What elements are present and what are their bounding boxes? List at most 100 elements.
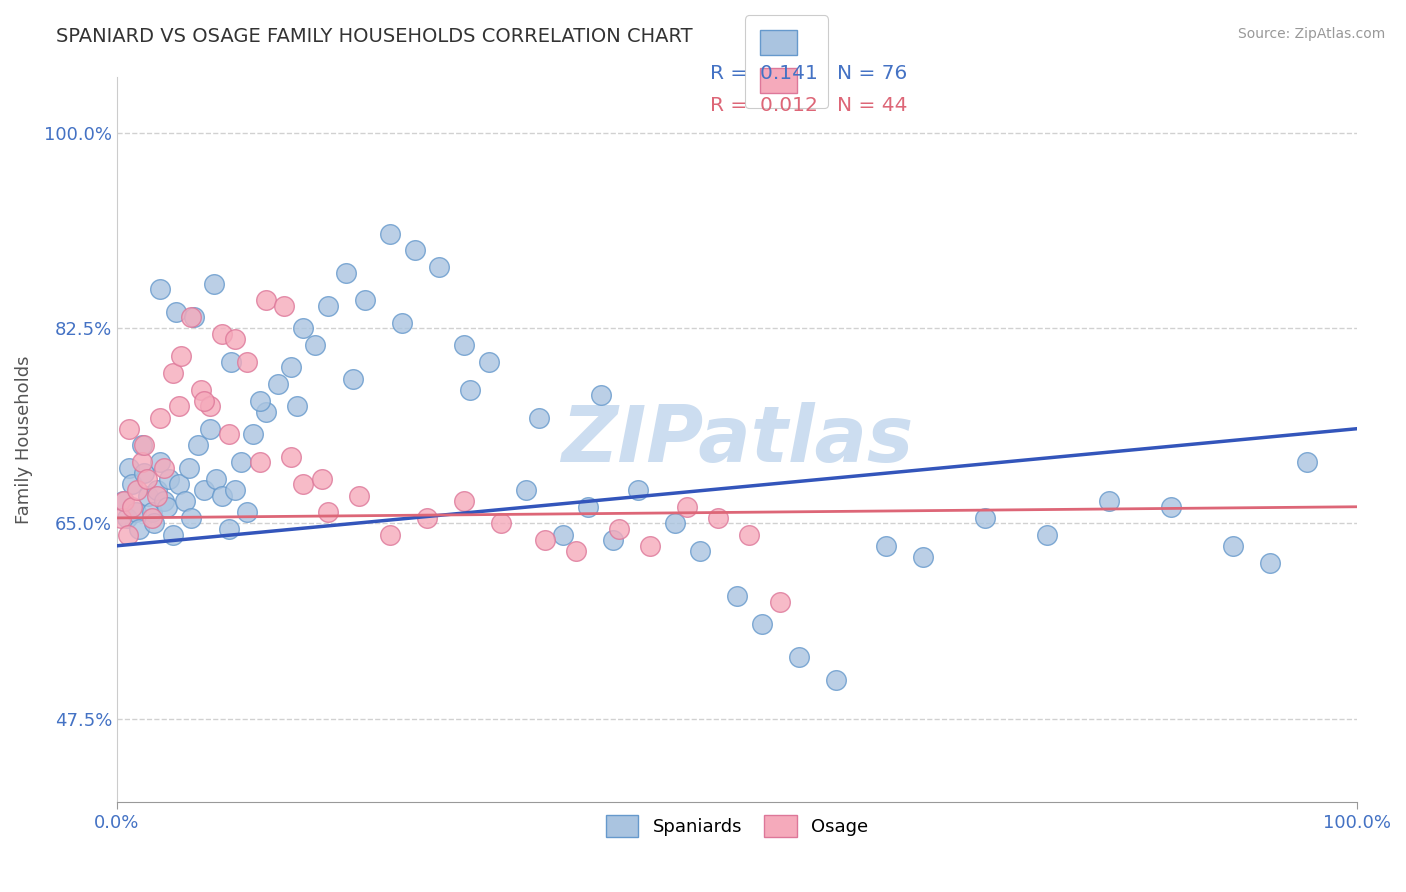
Point bbox=[180, 511, 202, 525]
Y-axis label: Family Households: Family Households bbox=[15, 356, 32, 524]
Point bbox=[533, 533, 555, 548]
Point bbox=[576, 500, 599, 514]
Point bbox=[453, 494, 475, 508]
Point bbox=[342, 371, 364, 385]
Point bbox=[211, 326, 233, 341]
Point bbox=[627, 483, 650, 497]
Point bbox=[347, 489, 370, 503]
Point bbox=[515, 483, 537, 497]
Point bbox=[429, 260, 451, 274]
Point bbox=[224, 483, 246, 497]
Point bbox=[1222, 539, 1244, 553]
Point bbox=[118, 422, 141, 436]
Point bbox=[242, 427, 264, 442]
Point bbox=[689, 544, 711, 558]
Point bbox=[553, 527, 575, 541]
Point bbox=[254, 293, 277, 308]
Point bbox=[974, 511, 997, 525]
Point bbox=[174, 494, 197, 508]
Point bbox=[110, 511, 132, 525]
Point bbox=[211, 489, 233, 503]
Point bbox=[589, 388, 612, 402]
Point bbox=[725, 589, 748, 603]
Point bbox=[707, 511, 730, 525]
Point bbox=[117, 527, 139, 541]
Point bbox=[1296, 455, 1319, 469]
Point bbox=[825, 673, 848, 687]
Point bbox=[115, 511, 138, 525]
Point bbox=[378, 227, 401, 241]
Point bbox=[112, 494, 135, 508]
Point bbox=[135, 472, 157, 486]
Point bbox=[378, 527, 401, 541]
Point bbox=[280, 360, 302, 375]
Point bbox=[254, 405, 277, 419]
Point bbox=[311, 472, 333, 486]
Point bbox=[676, 500, 699, 514]
Point bbox=[335, 266, 357, 280]
Point bbox=[180, 310, 202, 325]
Point bbox=[131, 455, 153, 469]
Point bbox=[198, 400, 221, 414]
Legend: Spaniards, Osage: Spaniards, Osage bbox=[599, 807, 876, 844]
Point bbox=[149, 282, 172, 296]
Point bbox=[218, 522, 240, 536]
Point bbox=[404, 244, 426, 258]
Point bbox=[134, 438, 156, 452]
Point bbox=[354, 293, 377, 308]
Point bbox=[751, 616, 773, 631]
Point bbox=[121, 477, 143, 491]
Point bbox=[128, 522, 150, 536]
Point bbox=[167, 400, 190, 414]
Point bbox=[198, 422, 221, 436]
Point bbox=[162, 366, 184, 380]
Point bbox=[787, 650, 810, 665]
Point bbox=[118, 460, 141, 475]
Point bbox=[875, 539, 897, 553]
Point bbox=[291, 477, 314, 491]
Point bbox=[527, 410, 550, 425]
Point bbox=[664, 516, 686, 531]
Point bbox=[478, 355, 501, 369]
Point bbox=[491, 516, 513, 531]
Point bbox=[911, 549, 934, 564]
Point bbox=[153, 494, 176, 508]
Point bbox=[267, 377, 290, 392]
Point bbox=[229, 455, 252, 469]
Point bbox=[285, 400, 308, 414]
Point bbox=[155, 500, 177, 514]
Point bbox=[205, 472, 228, 486]
Point bbox=[125, 483, 148, 497]
Point bbox=[153, 460, 176, 475]
Point bbox=[391, 316, 413, 330]
Point bbox=[453, 338, 475, 352]
Text: R =  0.141   N = 76: R = 0.141 N = 76 bbox=[710, 63, 907, 83]
Point bbox=[738, 527, 761, 541]
Point bbox=[145, 483, 167, 497]
Point bbox=[145, 489, 167, 503]
Point bbox=[273, 299, 295, 313]
Point bbox=[1098, 494, 1121, 508]
Point bbox=[219, 355, 242, 369]
Point bbox=[193, 483, 215, 497]
Point bbox=[316, 299, 339, 313]
Point bbox=[121, 500, 143, 514]
Point bbox=[177, 460, 200, 475]
Point bbox=[157, 472, 180, 486]
Point bbox=[162, 527, 184, 541]
Point bbox=[249, 455, 271, 469]
Text: ZIPatlas: ZIPatlas bbox=[561, 402, 912, 478]
Point bbox=[131, 438, 153, 452]
Point bbox=[202, 277, 225, 291]
Point bbox=[291, 321, 314, 335]
Point bbox=[460, 383, 482, 397]
Point bbox=[112, 494, 135, 508]
Point bbox=[1160, 500, 1182, 514]
Point bbox=[193, 393, 215, 408]
Point bbox=[565, 544, 588, 558]
Point bbox=[304, 338, 326, 352]
Point bbox=[149, 455, 172, 469]
Point bbox=[141, 511, 163, 525]
Point bbox=[187, 438, 209, 452]
Point bbox=[1036, 527, 1059, 541]
